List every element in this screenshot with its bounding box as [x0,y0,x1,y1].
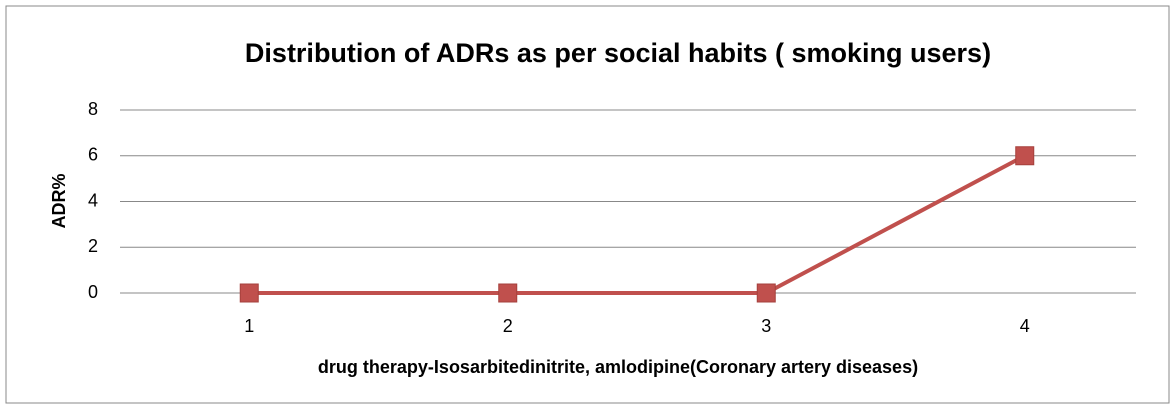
x-tick-label: 1 [244,316,254,336]
y-tick-label: 0 [88,282,98,302]
chart-frame [5,5,1170,404]
series-line [249,153,1026,295]
y-tick-label: 4 [88,190,98,210]
data-point [498,283,518,303]
y-tick-label: 6 [88,145,98,165]
y-axis-label: ADR% [49,173,69,228]
x-tick-label: 2 [503,316,513,336]
x-tick-label: 3 [761,316,771,336]
y-tick-label: 8 [88,99,98,119]
data-point [756,283,776,303]
data-point [239,283,259,303]
data-point [1015,146,1035,166]
x-axis-label: drug therapy-Isosarbitedinitrite, amlodi… [318,357,918,377]
chart-title: Distribution of ADRs as per social habit… [245,38,991,68]
y-tick-label: 2 [88,236,98,256]
x-tick-label: 4 [1020,316,1030,336]
